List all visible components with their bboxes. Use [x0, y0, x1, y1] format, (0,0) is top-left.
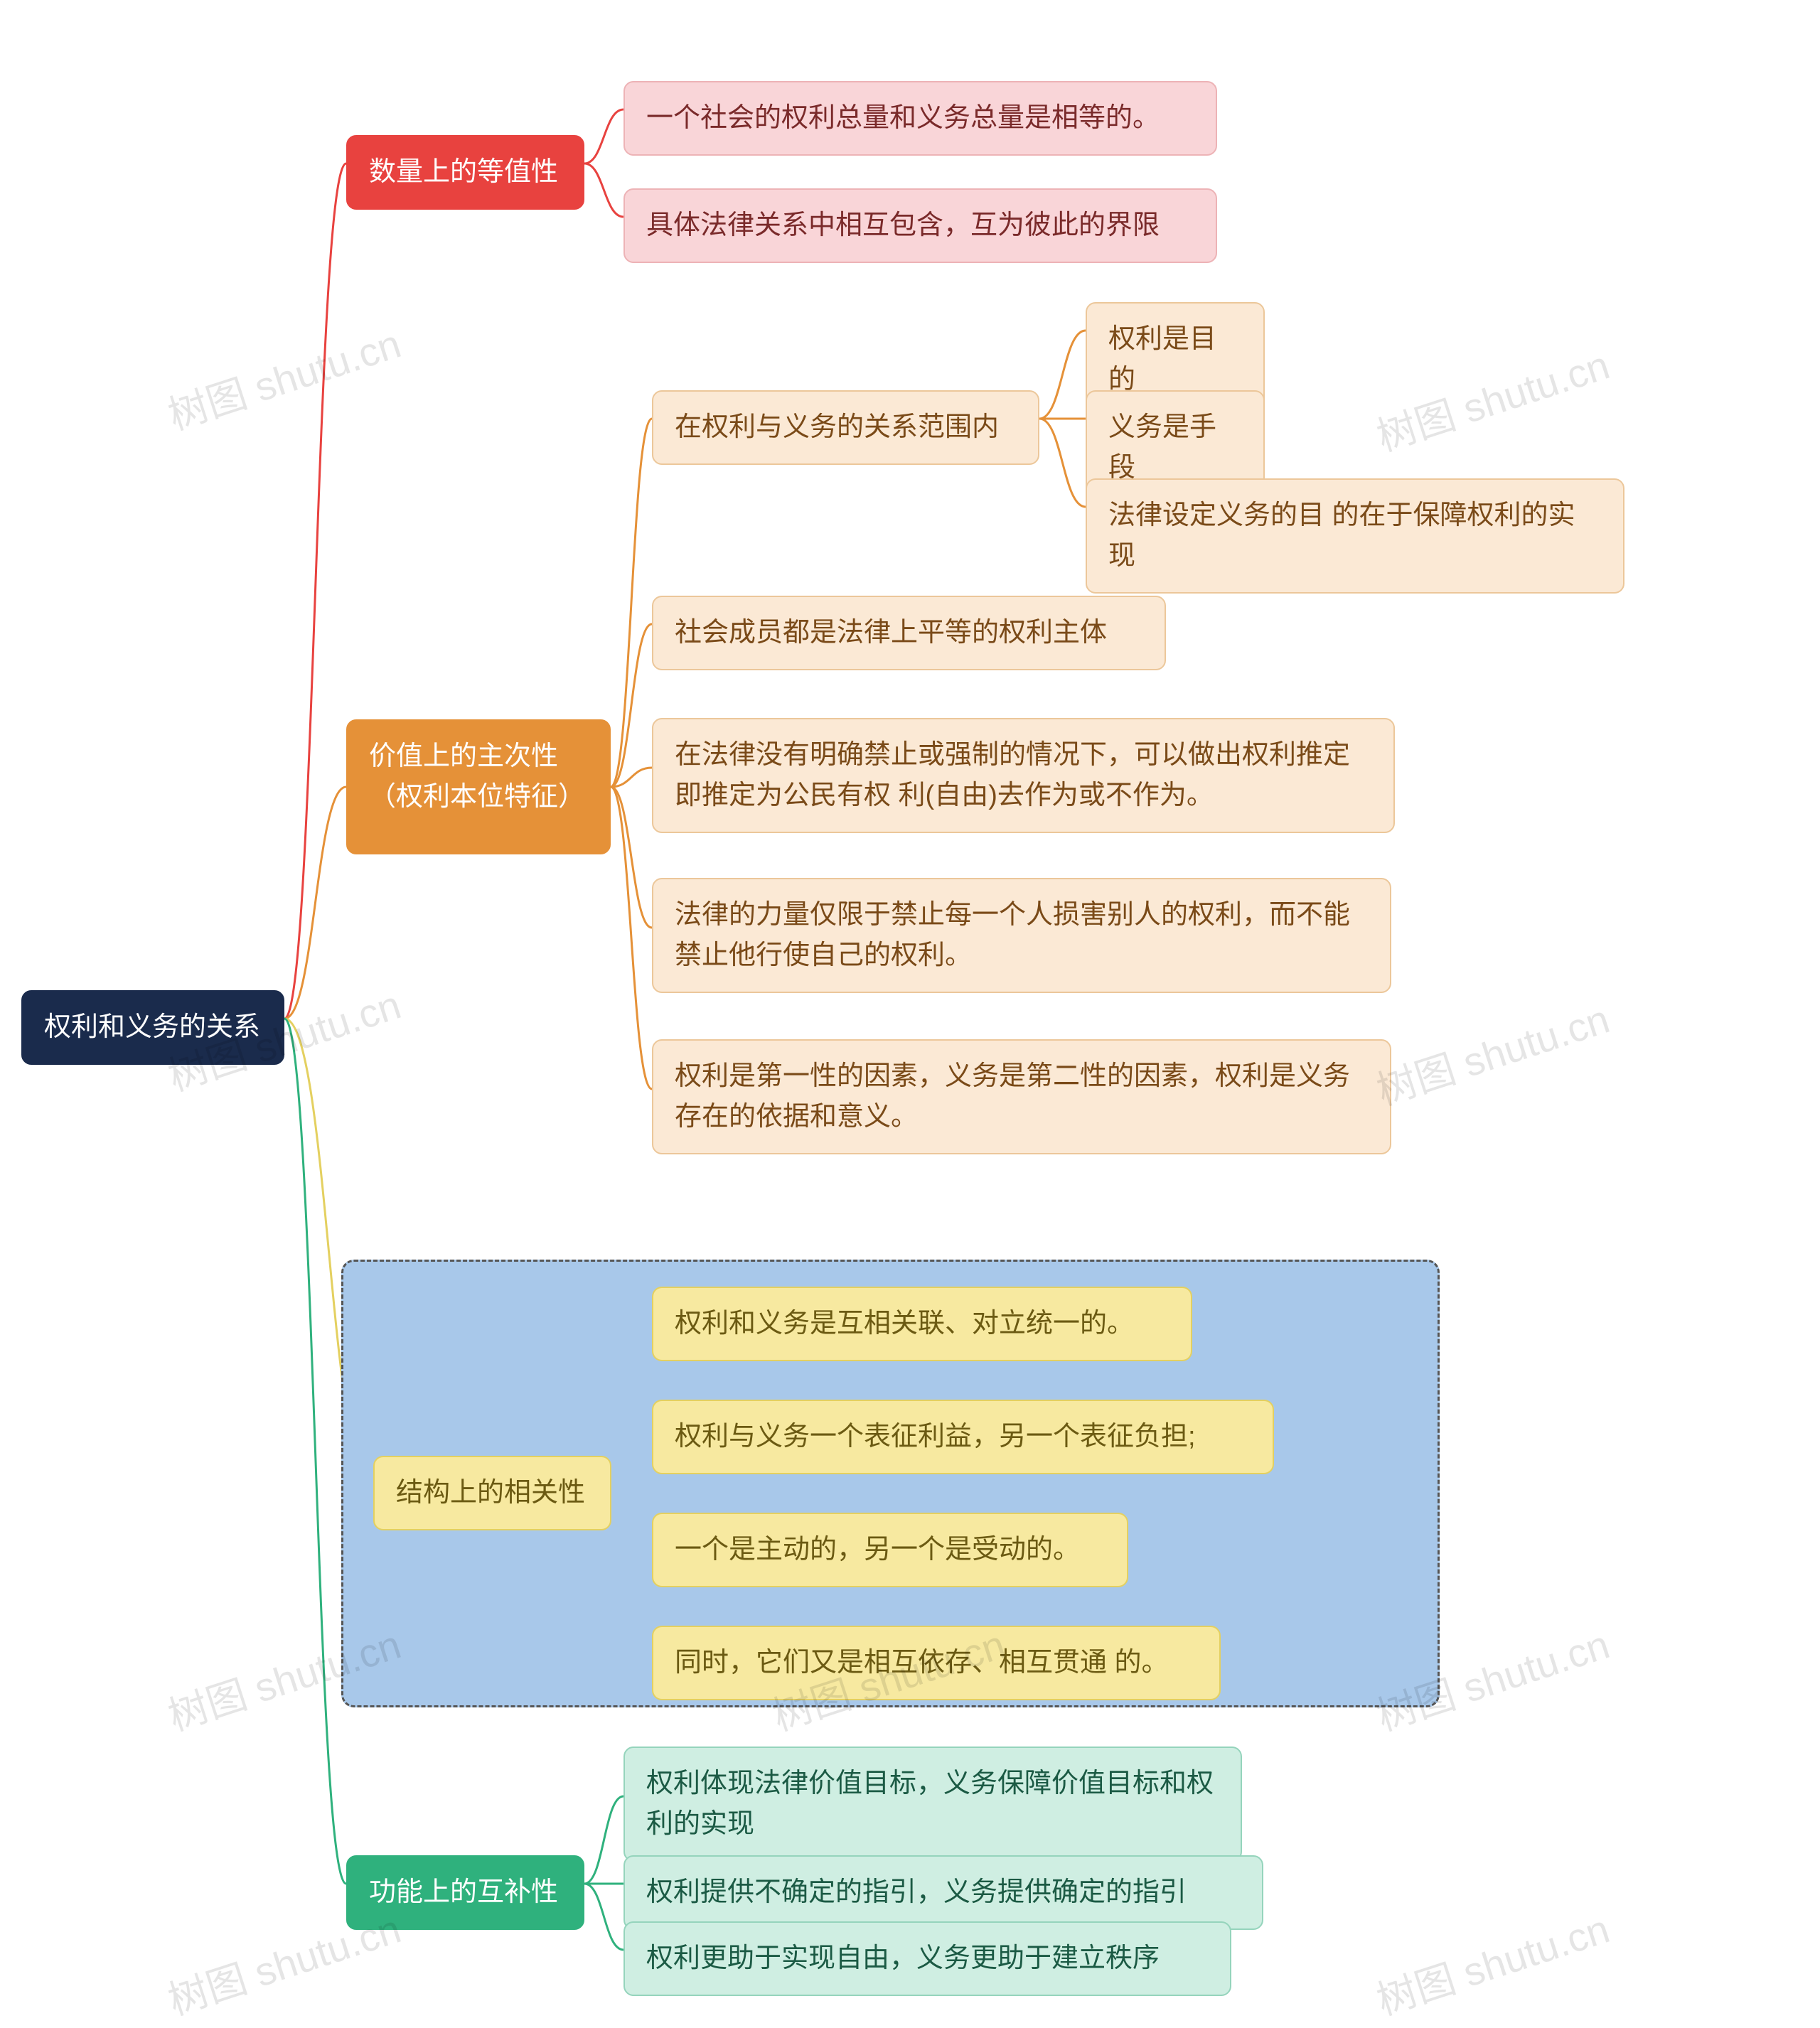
leaf-node-b4c3: 权利更助于实现自由，义务更助于建立秩序 — [623, 1921, 1231, 1996]
watermark: 树图 shutu.cn — [1369, 1897, 1616, 2027]
branch-node-b2: 价值上的主次性 （权利本位特征） — [346, 719, 611, 854]
leaf-node-b2c4: 法律的力量仅限于禁止每一个人损害别人的权利，而不能禁止他行使自己的权利。 — [652, 878, 1391, 993]
leaf-node-b4c1: 权利体现法律价值目标，义务保障价值目标和权利的实现 — [623, 1747, 1242, 1862]
watermark: 树图 shutu.cn — [160, 1613, 407, 1742]
leaf-node-b2c1: 在权利与义务的关系范围内 — [652, 390, 1039, 465]
leaf-node-b2c5: 权利是第一性的因素，义务是第二性的因素，权利是义务存在的依据和意义。 — [652, 1039, 1391, 1154]
leaf-node-b3c4: 同时，它们又是相互依存、相互贯通 的。 — [652, 1626, 1221, 1700]
leaf-node-b1c1: 一个社会的权利总量和义务总量是相等的。 — [623, 81, 1217, 156]
leaf-node-b1c2: 具体法律关系中相互包含，互为彼此的界限 — [623, 188, 1217, 263]
watermark: 树图 shutu.cn — [1369, 987, 1616, 1117]
leaf-node-b2c3: 在法律没有明确禁止或强制的情况下，可以做出权利推定即推定为公民有权 利(自由)去… — [652, 718, 1395, 833]
leaf-node-b3c2: 权利与义务一个表征利益，另一个表征负担; — [652, 1400, 1274, 1474]
leaf-node-b2c1s3: 法律设定义务的目 的在于保障权利的实现 — [1086, 478, 1624, 594]
leaf-node-b3c1: 权利和义务是互相关联、对立统一的。 — [652, 1287, 1192, 1361]
watermark: 树图 shutu.cn — [160, 312, 407, 441]
watermark: 树图 shutu.cn — [1369, 1613, 1616, 1742]
leaf-node-b3c3: 一个是主动的，另一个是受动的。 — [652, 1513, 1128, 1587]
leaf-node-b4c2: 权利提供不确定的指引，义务提供确定的指引 — [623, 1855, 1263, 1930]
branch-node-b1: 数量上的等值性 — [346, 135, 584, 210]
branch-node-b4: 功能上的互补性 — [346, 1855, 584, 1930]
root-node: 权利和义务的关系 — [21, 990, 284, 1065]
watermark: 树图 shutu.cn — [1369, 333, 1616, 463]
leaf-node-b2c2: 社会成员都是法律上平等的权利主体 — [652, 596, 1166, 670]
branch-node-b3: 结构上的相关性 — [373, 1456, 611, 1530]
